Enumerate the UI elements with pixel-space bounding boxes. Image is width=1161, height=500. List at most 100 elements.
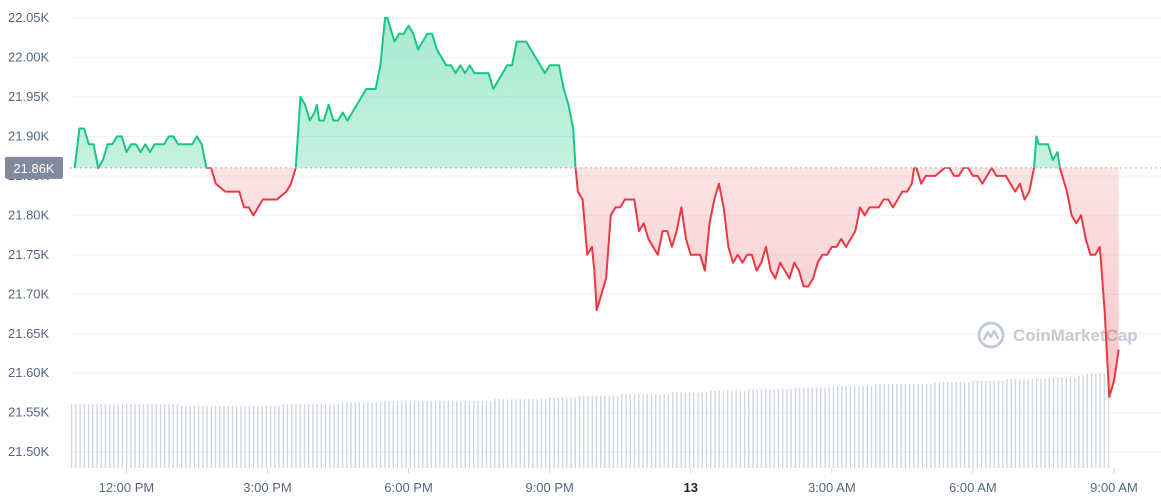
volume-bar [473, 400, 475, 468]
volume-bar [367, 402, 369, 468]
volume-bar [468, 400, 471, 468]
volume-bar [959, 382, 962, 468]
volume-bar [925, 384, 928, 468]
volume-bar [206, 405, 208, 468]
volume-bar [1031, 378, 1034, 468]
volume-bar [667, 394, 670, 468]
volume-bar [506, 399, 509, 468]
volume-bar [443, 400, 445, 468]
y-axis: 21.50K 21.55K 21.60K 21.65K 21.70K 21.75K 21.8… [8, 10, 50, 459]
y-tick-label: 21.65K [8, 326, 50, 341]
volume-bar [849, 385, 852, 468]
volume-bar [519, 399, 521, 468]
volume-bar [1014, 378, 1017, 468]
volume-bar [714, 390, 716, 468]
volume-bar [1040, 378, 1042, 468]
volume-bar [362, 402, 365, 468]
y-tick-label: 21.70K [8, 286, 50, 301]
volume-bar [638, 394, 640, 468]
volume-bar [1052, 377, 1055, 468]
volume-bar [705, 392, 708, 468]
volume-bar [608, 395, 610, 468]
x-tick-label: 6:00 AM [949, 480, 997, 495]
volume-bar [591, 395, 593, 468]
volume-bar [295, 404, 297, 468]
area-above-baseline [74, 17, 1119, 168]
x-tick-label: 3:00 PM [243, 480, 291, 495]
volume-bar [396, 400, 399, 468]
volume-bar [684, 392, 687, 468]
volume-bar [494, 399, 496, 468]
volume-bar [570, 397, 572, 468]
volume-bar [777, 389, 780, 468]
volume-bar [659, 394, 661, 468]
volume-bar [261, 405, 263, 468]
volume-bar [544, 399, 547, 468]
volume-bar [731, 390, 733, 468]
volume-bar [862, 385, 864, 468]
volume-bar [354, 402, 356, 468]
volume-bar [1057, 377, 1059, 468]
volume-bar [130, 404, 132, 468]
volume-bar [113, 404, 115, 468]
volume-bar [481, 400, 483, 468]
volume-bar [820, 387, 822, 468]
volume-bar [79, 404, 81, 468]
volume-bar [532, 399, 534, 468]
volume-bar [913, 384, 915, 468]
volume-bar [1035, 378, 1038, 468]
volume-bar [557, 397, 560, 468]
x-axis: 12:00 PM 3:00 PM 6:00 PM 9:00 PM 13 3:00 AM 6:… [99, 468, 1138, 495]
volume-bar [269, 405, 272, 468]
volume-bar [824, 387, 826, 468]
x-tick-label: 9:00 AM [1090, 480, 1138, 495]
volume-bar [769, 389, 771, 468]
volume-bar [1086, 373, 1089, 468]
price-line [73, 16, 1120, 398]
volume-bar [358, 402, 361, 468]
volume-bar [629, 394, 632, 468]
volume-bar [214, 405, 217, 468]
volume-bar [100, 404, 102, 468]
volume-bar [392, 400, 394, 468]
volume-bar [836, 385, 839, 468]
volume-bar [599, 395, 602, 468]
volume-bar [409, 400, 411, 468]
volume-bar [151, 404, 153, 468]
volume-bar [388, 400, 390, 468]
volume-bar [786, 389, 788, 468]
volume-bar [612, 395, 615, 468]
volume-bar [997, 380, 1000, 468]
watermark-text: CoinMarketCap [1013, 326, 1138, 345]
volume-bar [231, 405, 234, 468]
volume-bar [286, 404, 289, 468]
volume-bar [752, 389, 754, 468]
price-area [74, 17, 1119, 397]
volume-bar [430, 400, 433, 468]
volume-bar [434, 400, 437, 468]
volume-bar [972, 380, 974, 468]
volume-bar [887, 384, 890, 468]
volume-bar [832, 385, 835, 468]
volume-bar [219, 405, 221, 468]
baseline-value: 21.86K [13, 161, 55, 176]
volume-bar [236, 405, 238, 468]
volume-bar [561, 397, 564, 468]
volume-bar [1078, 375, 1080, 468]
volume-bar [917, 384, 919, 468]
volume-bar [121, 404, 124, 468]
volume-bar [375, 402, 378, 468]
volume-bar [828, 387, 830, 468]
volume-bar [252, 405, 255, 468]
volume-bar [180, 405, 183, 468]
y-tick-label: 21.75K [8, 247, 50, 262]
y-tick-label: 22.00K [8, 49, 50, 64]
volume-bar [142, 404, 145, 468]
volume-bar [257, 405, 259, 468]
volume-bar [921, 384, 924, 468]
y-tick-label: 21.55K [8, 405, 50, 420]
volume-bar [930, 384, 932, 468]
volume-bar [1018, 378, 1021, 468]
volume-bar [439, 400, 441, 468]
